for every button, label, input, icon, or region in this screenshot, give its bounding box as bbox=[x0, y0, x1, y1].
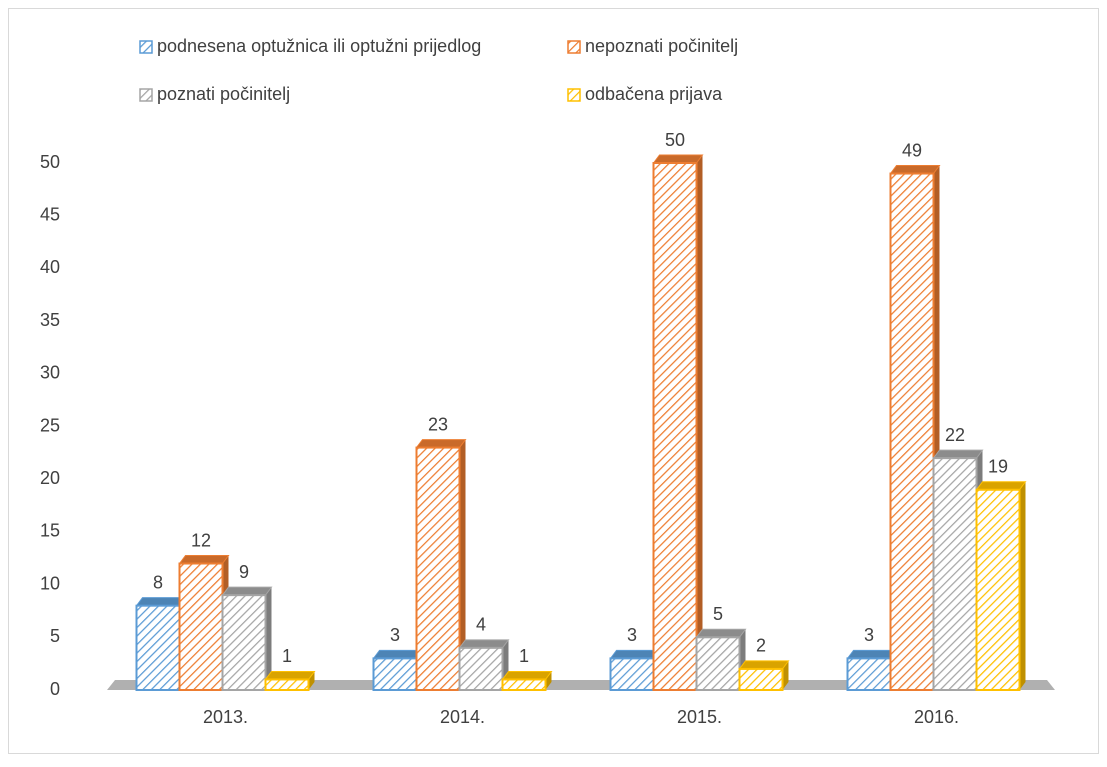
data-label: 3 bbox=[627, 625, 637, 645]
bar-top bbox=[264, 670, 316, 680]
x-tick-label: 2013. bbox=[203, 707, 248, 727]
y-tick-label: 50 bbox=[40, 152, 60, 172]
bar-side bbox=[308, 671, 315, 690]
bar bbox=[975, 481, 1027, 691]
data-label: 9 bbox=[239, 562, 249, 582]
data-label: 22 bbox=[945, 425, 965, 445]
bar-front bbox=[415, 446, 461, 691]
bar-side bbox=[696, 155, 703, 690]
legend-label: podnesena optužnica ili optužni prijedlo… bbox=[157, 36, 481, 56]
bar bbox=[738, 660, 790, 691]
bar-front bbox=[264, 678, 310, 692]
bar-front bbox=[372, 657, 418, 692]
bar-side bbox=[545, 671, 552, 690]
data-label: 3 bbox=[864, 625, 874, 645]
bar bbox=[652, 154, 704, 691]
data-label: 23 bbox=[428, 414, 448, 434]
bar bbox=[889, 165, 941, 692]
y-tick-label: 45 bbox=[40, 204, 60, 224]
bar bbox=[501, 670, 553, 692]
legend-label: odbačena prijava bbox=[585, 84, 723, 104]
bar bbox=[695, 628, 747, 691]
bar-top bbox=[609, 649, 661, 659]
y-tick-label: 35 bbox=[40, 310, 60, 330]
bar bbox=[415, 439, 467, 691]
y-tick-label: 30 bbox=[40, 363, 60, 383]
bar-side bbox=[782, 660, 789, 690]
legend-swatch bbox=[139, 88, 153, 102]
bar-side bbox=[459, 439, 466, 690]
floor bbox=[107, 680, 1055, 690]
bar-front bbox=[889, 172, 935, 692]
data-label: 5 bbox=[713, 604, 723, 624]
bar-top bbox=[178, 555, 230, 565]
bar-front bbox=[178, 562, 224, 692]
bar-side bbox=[1019, 481, 1026, 690]
data-label: 49 bbox=[902, 140, 922, 160]
bar bbox=[458, 639, 510, 692]
bar-front bbox=[135, 604, 181, 691]
y-tick-label: 25 bbox=[40, 415, 60, 435]
bar-front bbox=[609, 657, 655, 692]
bar bbox=[372, 649, 424, 692]
x-tick-label: 2014. bbox=[440, 707, 485, 727]
legend-swatch bbox=[139, 40, 153, 54]
bar-top bbox=[738, 660, 790, 670]
legend-swatch bbox=[567, 40, 581, 54]
bar-top bbox=[372, 649, 424, 659]
legend-swatch bbox=[567, 88, 581, 102]
data-label: 1 bbox=[519, 646, 529, 666]
bar bbox=[264, 670, 316, 692]
bar-top bbox=[695, 628, 747, 638]
bar bbox=[135, 597, 187, 691]
data-label: 1 bbox=[282, 646, 292, 666]
bar-top bbox=[932, 449, 984, 459]
bar-front bbox=[458, 646, 504, 692]
data-label: 3 bbox=[390, 625, 400, 645]
bar-side bbox=[265, 587, 272, 690]
y-tick-label: 10 bbox=[40, 573, 60, 593]
data-label: 2 bbox=[756, 636, 766, 656]
data-label: 50 bbox=[665, 130, 685, 150]
bar-top bbox=[889, 165, 941, 175]
y-tick-label: 40 bbox=[40, 257, 60, 277]
y-tick-label: 20 bbox=[40, 468, 60, 488]
bar-top bbox=[846, 649, 898, 659]
bar-front bbox=[221, 594, 267, 692]
bar bbox=[846, 649, 898, 692]
legend-label: poznati počinitelj bbox=[157, 84, 290, 104]
bar-top bbox=[501, 670, 553, 680]
data-label: 8 bbox=[153, 572, 163, 592]
bar-front bbox=[846, 657, 892, 692]
x-tick-label: 2015. bbox=[677, 707, 722, 727]
y-tick-label: 15 bbox=[40, 521, 60, 541]
bar bbox=[932, 449, 984, 691]
y-tick-label: 5 bbox=[50, 626, 60, 646]
bar bbox=[178, 555, 230, 692]
bar-front bbox=[932, 457, 978, 691]
bar-top bbox=[652, 154, 704, 164]
y-tick-label: 0 bbox=[50, 679, 60, 699]
legend-label: nepoznati počinitelj bbox=[585, 36, 738, 56]
x-tick-label: 2016. bbox=[914, 707, 959, 727]
bar-top bbox=[135, 597, 187, 607]
bar-front bbox=[738, 667, 784, 691]
bar-front bbox=[975, 488, 1021, 691]
bar-top bbox=[458, 639, 510, 649]
data-label: 12 bbox=[191, 530, 211, 550]
bar-front bbox=[695, 636, 741, 691]
data-label: 19 bbox=[988, 456, 1008, 476]
bar-front bbox=[652, 162, 698, 691]
bar bbox=[221, 586, 273, 692]
bar-top bbox=[221, 586, 273, 596]
bar-front bbox=[501, 678, 547, 692]
bar-top bbox=[975, 481, 1027, 491]
bar-top bbox=[415, 439, 467, 449]
chart-frame bbox=[8, 8, 1099, 754]
data-label: 4 bbox=[476, 615, 486, 635]
bar bbox=[609, 649, 661, 692]
